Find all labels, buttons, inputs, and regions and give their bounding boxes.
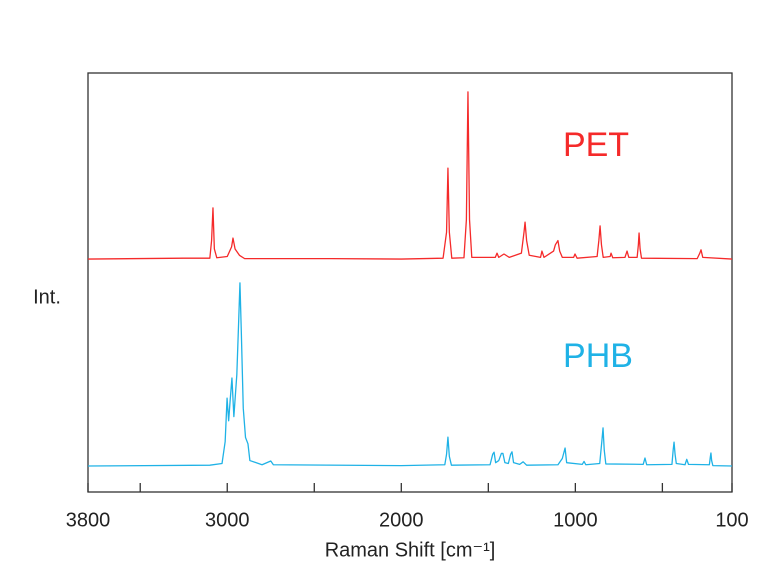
x-tick-label: 100 [715,509,748,531]
x-axis-label: Raman Shift [cm⁻¹] [325,539,496,561]
series-label: PHB [563,337,633,375]
y-axis-label: Int. [33,286,61,308]
series-label: PET [563,126,629,164]
x-tick-label: 2000 [379,509,424,531]
x-tick-label: 3000 [205,509,250,531]
spectrum-line [87,91,733,260]
spectrum-line [87,282,733,467]
x-tick-label: 3800 [66,509,111,531]
x-tick-label: 1000 [553,509,598,531]
plot-frame [87,72,733,493]
